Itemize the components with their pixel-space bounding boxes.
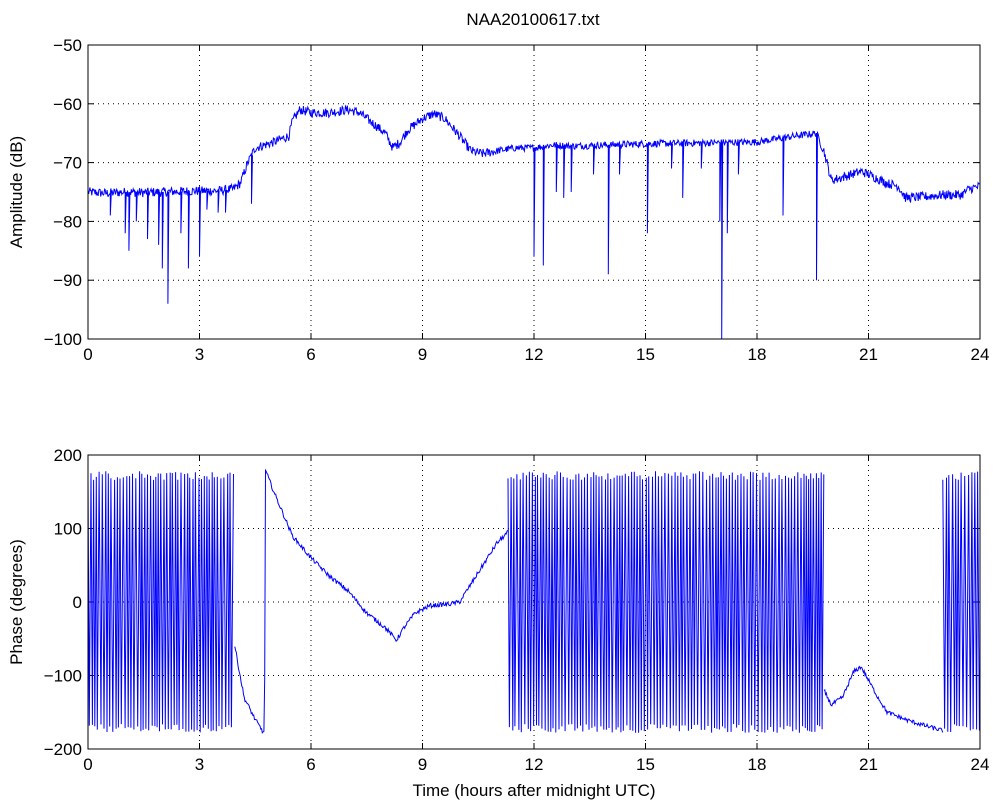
x-tick-label: 9 <box>418 755 427 774</box>
phase-xlabel: Time (hours after midnight UTC) <box>412 781 655 800</box>
x-tick-label: 21 <box>859 345 878 364</box>
y-tick-label: −70 <box>53 154 82 173</box>
x-tick-label: 24 <box>971 755 990 774</box>
x-tick-label: 24 <box>971 345 990 364</box>
phase-series-line <box>87 468 980 734</box>
x-tick-label: 6 <box>306 755 315 774</box>
x-tick-label: 6 <box>306 345 315 364</box>
phase-panel: 0 3 6 9 12 15 18 21 24 −200 −100 0 100 200 Phase (deg… <box>7 446 989 800</box>
y-tick-label: −50 <box>53 36 82 55</box>
x-tick-label: 0 <box>83 755 92 774</box>
amplitude-series-line <box>87 104 981 340</box>
phase-ticks: 0 3 6 9 12 15 18 21 24 −200 −100 0 100 200 <box>44 446 990 774</box>
x-tick-label: 3 <box>195 755 204 774</box>
x-tick-label: 12 <box>525 755 544 774</box>
amplitude-ticks: 0 3 6 9 12 15 18 21 24 −100 −90 −80 −70 −60 −50 <box>44 36 990 364</box>
y-tick-label: −90 <box>53 271 82 290</box>
x-tick-label: 18 <box>748 755 767 774</box>
amplitude-ylabel: Amplitude (dB) <box>7 136 26 248</box>
x-tick-label: 15 <box>636 755 655 774</box>
x-tick-label: 12 <box>525 345 544 364</box>
amplitude-panel: 0 3 6 9 12 15 18 21 24 −100 −90 −80 −70 −60 −50 Amplit… <box>7 36 989 364</box>
x-tick-label: 18 <box>748 345 767 364</box>
y-tick-label: −80 <box>53 212 82 231</box>
x-tick-label: 21 <box>859 755 878 774</box>
y-tick-label: 200 <box>54 446 82 465</box>
chart-title: NAA20100617.txt <box>466 10 600 29</box>
y-tick-label: 100 <box>54 520 82 539</box>
y-tick-label: −200 <box>44 740 82 759</box>
x-tick-label: 15 <box>636 345 655 364</box>
phase-ylabel: Phase (degrees) <box>7 539 26 665</box>
phase-axes-box <box>87 454 981 750</box>
amplitude-axes-box <box>87 44 981 340</box>
x-tick-label: 3 <box>195 345 204 364</box>
y-tick-label: −100 <box>44 330 82 349</box>
x-tick-label: 0 <box>83 345 92 364</box>
y-tick-label: −100 <box>44 667 82 686</box>
y-tick-label: −60 <box>53 95 82 114</box>
x-tick-label: 9 <box>418 345 427 364</box>
y-tick-label: 0 <box>73 593 82 612</box>
